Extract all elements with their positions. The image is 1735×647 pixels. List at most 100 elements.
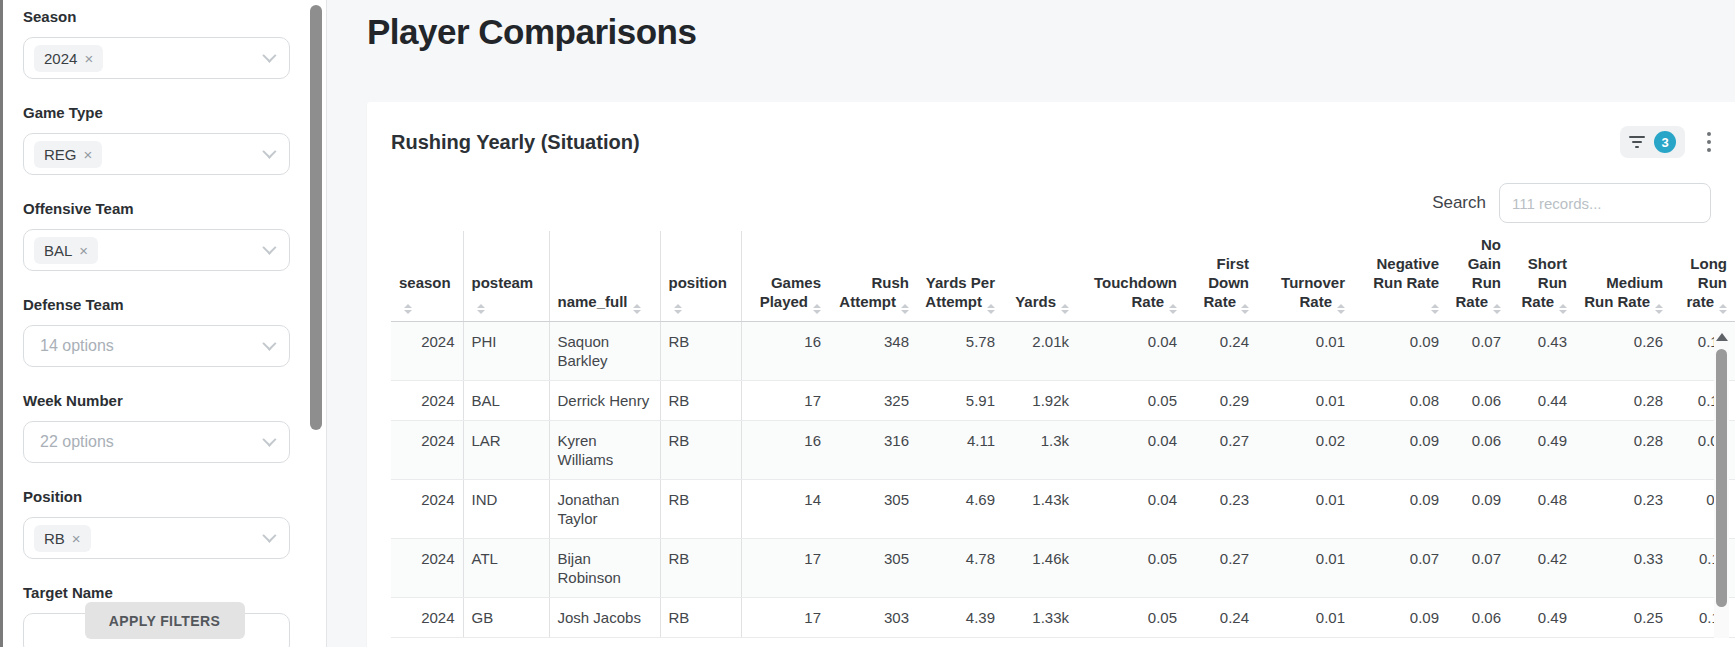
sort-icon[interactable] [1431, 304, 1439, 314]
sort-icon[interactable] [1061, 304, 1069, 314]
filter-label: Week Number [23, 392, 290, 409]
cell-posteam: ATL [463, 538, 549, 597]
game-type-select[interactable]: REG × [23, 133, 290, 175]
cell-first_down_rate: 0.24 [1185, 321, 1257, 380]
cell-negative_run_rate: 0.09 [1353, 479, 1447, 538]
position-select[interactable]: RB × [23, 517, 290, 559]
remove-tag-icon[interactable]: × [79, 243, 88, 258]
cell-turnover_rate: 0.01 [1257, 538, 1353, 597]
cell-season: 2024 [391, 538, 463, 597]
sort-icon[interactable] [1493, 304, 1501, 314]
search-row: Search [391, 183, 1711, 223]
cell-season: 2024 [391, 479, 463, 538]
column-header-rush_attempt[interactable]: Rush Attempt [829, 231, 917, 321]
column-header-no_gain_run_rate[interactable]: No Gain Run Rate [1447, 231, 1509, 321]
table-scrollbar[interactable] [1714, 331, 1729, 638]
column-header-yards[interactable]: Yards [1003, 231, 1077, 321]
cell-short_run_rate: 0.49 [1509, 420, 1575, 479]
column-header-first_down_rate[interactable]: First Down Rate [1185, 231, 1257, 321]
stats-tbody: 2024PHISaquon BarkleyRB163485.782.01k0.0… [391, 321, 1735, 637]
column-header-yards_per_attempt[interactable]: Yards Per Attempt [917, 231, 1003, 321]
card-header: Rushing Yearly (Situation) 3 [391, 126, 1735, 158]
sort-icon[interactable] [633, 304, 641, 314]
stats-table: seasonposteam name_full positionGames Play… [391, 231, 1735, 638]
chevron-down-icon [262, 241, 276, 255]
sort-icon[interactable] [987, 304, 995, 314]
column-header-name_full[interactable]: name_full [549, 231, 660, 321]
header-row: seasonposteam name_full positionGames Play… [391, 231, 1735, 321]
cell-turnover_rate: 0.01 [1257, 597, 1353, 637]
sort-icon[interactable] [813, 304, 821, 314]
cell-games_played: 17 [741, 597, 829, 637]
cell-yards: 1.46k [1003, 538, 1077, 597]
cell-short_run_rate: 0.44 [1509, 380, 1575, 420]
sort-icon[interactable] [404, 304, 412, 314]
cell-games_played: 17 [741, 380, 829, 420]
column-label: First Down Rate [1203, 255, 1249, 310]
sort-icon[interactable] [1655, 304, 1663, 314]
chevron-down-icon [262, 337, 276, 351]
filters-sidebar: Season 2024 × Game Type REG × Offensive … [3, 0, 327, 647]
sort-icon[interactable] [1559, 304, 1567, 314]
scroll-up-arrow-icon[interactable] [1716, 333, 1728, 341]
sort-icon[interactable] [1719, 304, 1727, 314]
cell-yards: 1.33k [1003, 597, 1077, 637]
offensive-team-select[interactable]: BAL × [23, 229, 290, 271]
cell-no_gain_run_rate: 0.07 [1447, 538, 1509, 597]
sort-icon[interactable] [1241, 304, 1249, 314]
table-scrollbar-thumb[interactable] [1716, 349, 1727, 607]
search-input[interactable] [1499, 183, 1711, 223]
cell-no_gain_run_rate: 0.07 [1447, 321, 1509, 380]
apply-filters-button[interactable]: APPLY FILTERS [85, 602, 245, 639]
column-header-touchdown_rate[interactable]: Touchdown Rate [1077, 231, 1185, 321]
column-header-games_played[interactable]: Games Played [741, 231, 829, 321]
cell-first_down_rate: 0.27 [1185, 538, 1257, 597]
table-card: Rushing Yearly (Situation) 3 Search seas… [367, 102, 1735, 647]
sort-icon[interactable] [901, 304, 909, 314]
cell-posteam: BAL [463, 380, 549, 420]
sort-icon[interactable] [1169, 304, 1177, 314]
column-header-short_run_rate[interactable]: Short Run Rate [1509, 231, 1575, 321]
cell-turnover_rate: 0.01 [1257, 479, 1353, 538]
column-label: Yards Per Attempt [925, 274, 995, 310]
card-title: Rushing Yearly (Situation) [391, 131, 640, 154]
filter-label: Season [23, 8, 290, 25]
column-header-season[interactable]: season [391, 231, 463, 321]
cell-medium_run_rate: 0.33 [1575, 538, 1671, 597]
column-header-long_run_rate[interactable]: Long Run rate [1671, 231, 1735, 321]
sort-icon[interactable] [1337, 304, 1345, 314]
column-header-posteam[interactable]: posteam [463, 231, 549, 321]
column-label: name_full [558, 293, 628, 310]
cell-name_full: Jonathan Taylor [549, 479, 660, 538]
sidebar-scrollbar-thumb[interactable] [310, 5, 322, 430]
season-select[interactable]: 2024 × [23, 37, 290, 79]
cell-no_gain_run_rate: 0.06 [1447, 380, 1509, 420]
remove-tag-icon[interactable]: × [84, 51, 93, 66]
cell-no_gain_run_rate: 0.09 [1447, 479, 1509, 538]
sort-icon[interactable] [477, 304, 485, 314]
kebab-menu-icon[interactable] [1705, 130, 1713, 154]
week-number-select[interactable]: 22 options [23, 421, 290, 463]
cell-yards_per_attempt: 4.78 [917, 538, 1003, 597]
cell-rush_attempt: 305 [829, 538, 917, 597]
column-header-negative_run_rate[interactable]: Negative Run Rate [1353, 231, 1447, 321]
table-row: 2024INDJonathan TaylorRB143054.691.43k0.… [391, 479, 1735, 538]
cell-name_full: Josh Jacobs [549, 597, 660, 637]
cell-short_run_rate: 0.49 [1509, 597, 1575, 637]
cell-games_played: 16 [741, 321, 829, 380]
column-header-position[interactable]: position [660, 231, 741, 321]
remove-tag-icon[interactable]: × [72, 531, 81, 546]
filter-label: Position [23, 488, 290, 505]
cell-medium_run_rate: 0.23 [1575, 479, 1671, 538]
defense-team-select[interactable]: 14 options [23, 325, 290, 367]
remove-tag-icon[interactable]: × [84, 147, 93, 162]
sort-icon[interactable] [674, 304, 682, 314]
chevron-down-icon [262, 529, 276, 543]
cell-posteam: LAR [463, 420, 549, 479]
cell-touchdown_rate: 0.05 [1077, 538, 1185, 597]
active-filters-button[interactable]: 3 [1620, 126, 1685, 158]
search-label: Search [1432, 193, 1486, 213]
app-root: Season 2024 × Game Type REG × Offensive … [3, 0, 1735, 647]
column-header-turnover_rate[interactable]: Turnover Rate [1257, 231, 1353, 321]
column-header-medium_run_rate[interactable]: Medium Run Rate [1575, 231, 1671, 321]
